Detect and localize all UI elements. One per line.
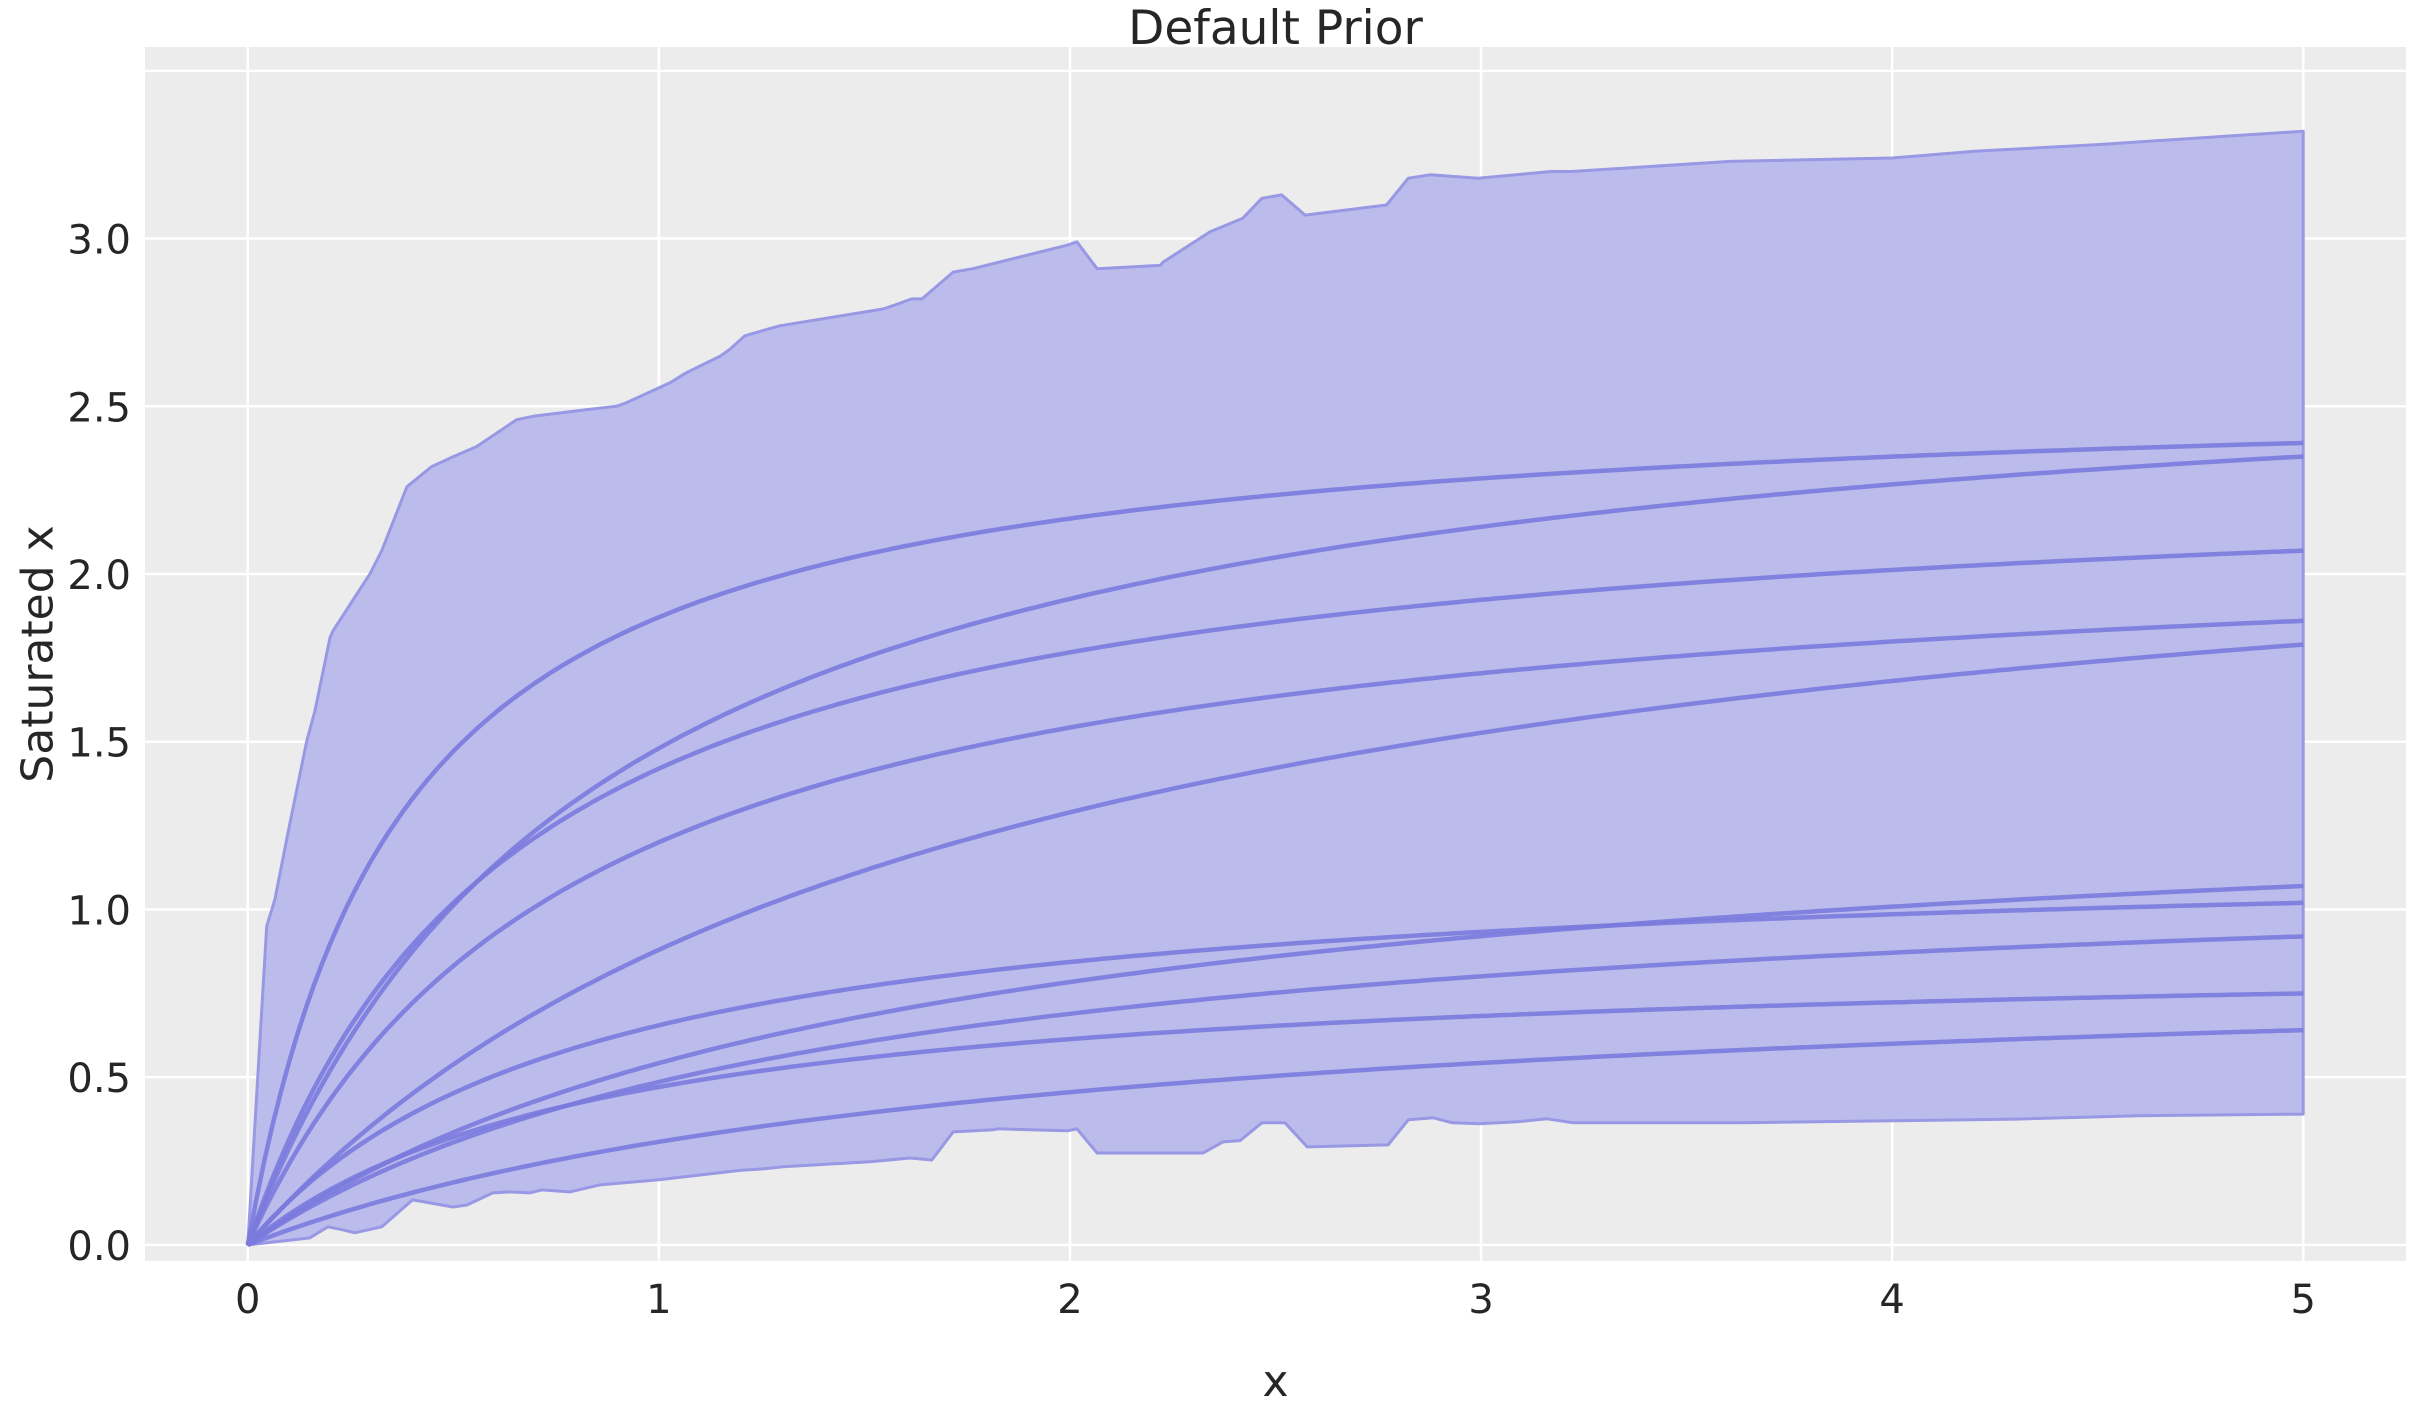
prior-band [246, 129, 2305, 1247]
prior-sample-5 [246, 642, 2304, 1247]
y-tick-label-4: 2.0 [67, 553, 131, 599]
prior-sample-4 [245, 618, 2304, 1246]
prior-sample-2 [245, 454, 2304, 1246]
y-tick-label-6: 3.0 [67, 218, 131, 264]
x-tick-label-0: 0 [235, 1277, 260, 1323]
prior-sample-6 [246, 883, 2304, 1247]
y-axis-label-text: Saturated x [12, 525, 64, 783]
x-axis-label: x [1262, 1356, 1289, 1407]
y-tick-label-2: 1.0 [67, 888, 131, 934]
chart-title: Default Prior [1128, 1, 1423, 56]
y-tick-label-1: 0.5 [67, 1056, 131, 1102]
x-tick-label-1: 1 [646, 1277, 671, 1323]
x-tick-label-2: 2 [1057, 1277, 1082, 1323]
y-tick-label-0: 0.0 [67, 1224, 131, 1270]
prior-sample-9 [246, 991, 2304, 1247]
y-tick-label-5: 2.5 [67, 385, 131, 431]
x-tick-label-3: 3 [1468, 1277, 1493, 1323]
x-tick-label-4: 4 [1879, 1277, 1904, 1323]
prior-sample-3 [245, 548, 2304, 1246]
prior-sample-10 [247, 1027, 2304, 1248]
prior-sample-7 [246, 900, 2304, 1247]
x-tick-label-5: 5 [2291, 1277, 2316, 1323]
y-tick-label-3: 1.5 [67, 721, 131, 767]
prior-sample-1 [245, 440, 2304, 1246]
